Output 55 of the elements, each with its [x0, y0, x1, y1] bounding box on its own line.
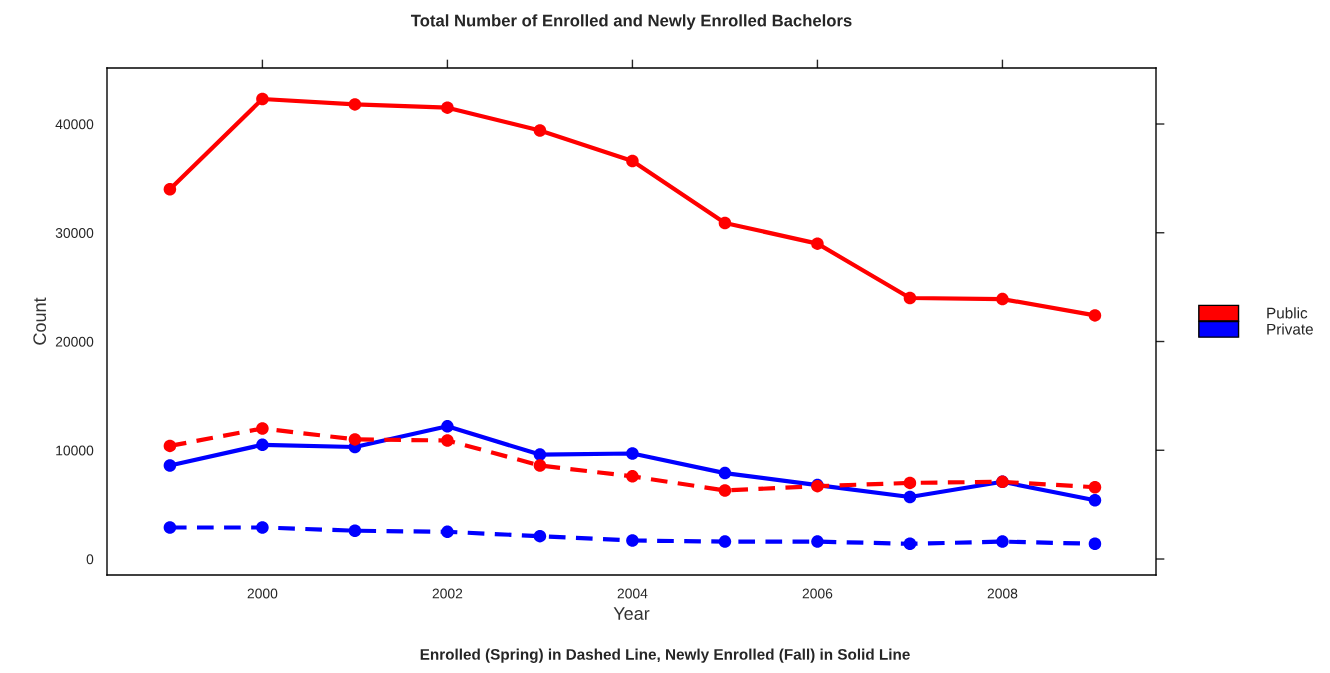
- point: [1088, 480, 1102, 494]
- point: [718, 484, 732, 497]
- point: [718, 466, 732, 480]
- point: [533, 459, 547, 472]
- point: [996, 292, 1009, 306]
- text: Enrolled (Spring) in Dashed Line, Newly Enrolled (Fall) in Solid Line: [420, 648, 910, 663]
- x-tick-label: 2002: [432, 588, 463, 599]
- point: [903, 490, 917, 504]
- point: [533, 448, 547, 461]
- point: [626, 534, 639, 547]
- point: [441, 434, 454, 447]
- point: [441, 101, 454, 114]
- x-tick-label: 2006: [802, 588, 833, 599]
- point: [903, 476, 917, 490]
- point: [718, 216, 732, 230]
- chart-title: Total Number of Enrolled and Newly Enrolled Bachelors: [410, 14, 852, 30]
- point: [441, 525, 454, 539]
- point: [626, 470, 639, 483]
- point: [256, 92, 269, 106]
- x-tick-label: 2004: [617, 588, 648, 599]
- legend-label: Private: [1267, 323, 1313, 335]
- point: [533, 529, 547, 543]
- point: [1088, 494, 1102, 507]
- y-tick-label: 40000: [55, 119, 94, 130]
- point: [163, 183, 177, 196]
- point: [256, 438, 269, 452]
- y-tick-label: 10000: [56, 445, 94, 456]
- point: [256, 422, 269, 435]
- point: [163, 459, 177, 472]
- y-tick-label: 30000: [55, 228, 94, 238]
- point: [1088, 537, 1102, 551]
- point: [256, 521, 269, 534]
- point: [626, 447, 639, 460]
- point: [348, 433, 362, 446]
- point: [163, 521, 177, 534]
- y-tick-label: 0: [86, 554, 94, 565]
- point: [626, 154, 639, 168]
- point: [903, 537, 917, 551]
- point: [441, 420, 454, 433]
- point: [1088, 309, 1102, 322]
- point: [348, 98, 362, 111]
- point: [903, 291, 917, 305]
- point: [996, 535, 1009, 548]
- legend-label: Public: [1267, 307, 1308, 319]
- y-tick-label: 20000: [55, 336, 94, 347]
- x-axis-title: Year: [613, 607, 650, 620]
- point: [811, 237, 824, 250]
- point: [348, 524, 362, 537]
- point: [811, 535, 824, 548]
- point: [533, 124, 547, 137]
- point: [718, 535, 732, 548]
- y-axis-title: Count: [33, 297, 47, 345]
- x-tick-label: 2000: [247, 588, 278, 599]
- x-tick-label: 2008: [987, 588, 1018, 599]
- point: [163, 439, 177, 453]
